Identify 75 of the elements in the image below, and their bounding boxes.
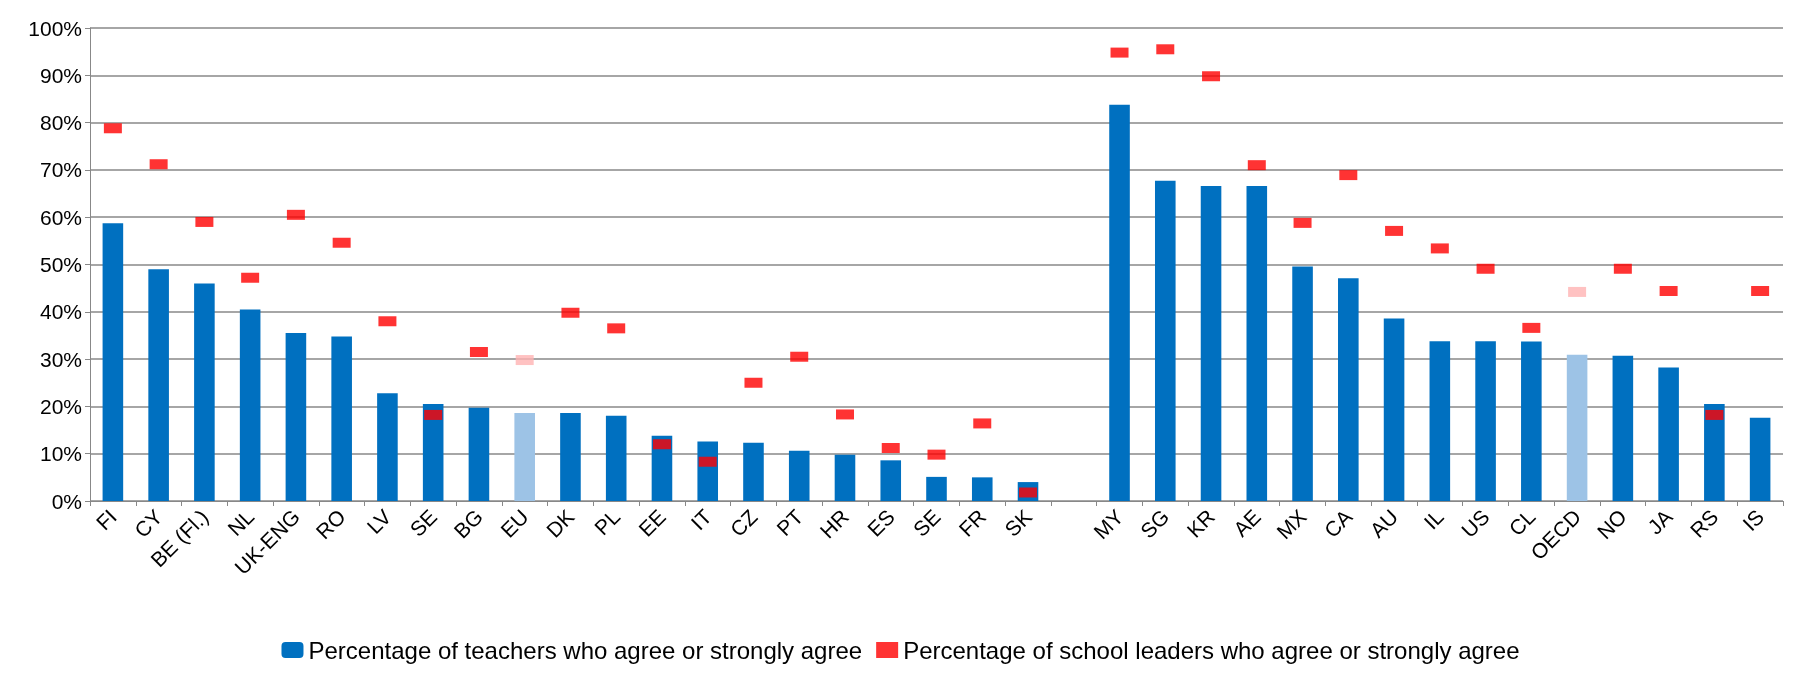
x-tick-label: MX [1272,504,1311,544]
x-tick-label: FR [954,504,991,541]
bar [377,393,398,501]
bar [194,283,215,501]
x-tick-label: AU [1365,504,1403,542]
bar [1383,318,1405,501]
y-tick-label: 10% [39,442,82,466]
bar [1154,180,1176,501]
x-tick-label: MY [1089,504,1128,544]
bar [1475,341,1496,501]
bar [1246,185,1268,501]
bar [971,477,993,501]
x-tick-label: US [1456,504,1494,542]
x-tick-label: NO [1592,504,1631,544]
y-tick-label: 90% [39,63,82,87]
x-tick-label: SE [908,504,945,541]
x-tick-label: EE [634,504,671,541]
x-tick-label: SG [1135,504,1174,543]
bar [880,460,902,501]
x-tick-label: RS [1685,504,1723,542]
bar [1338,278,1359,501]
legend-label: Percentage of teachers who agree or strongly agree [308,636,863,664]
y-tick-label: 50% [39,253,82,276]
x-tick-label: DK [541,504,579,542]
x-tick-label: IS [1737,504,1769,536]
x-tick-label: RO [311,504,350,544]
bar [560,413,581,501]
bar [1566,354,1588,501]
y-tick-label: 60% [39,205,82,229]
bar [468,407,490,501]
y-tick-label: 30% [39,347,82,371]
bar [102,223,124,501]
bar [605,415,627,501]
legend-label: Percentage of school leaders who agree or strongly agree [903,636,1520,664]
y-tick-label: 20% [39,394,82,418]
bar [788,450,810,501]
x-tick-label: EU [495,504,533,542]
bar [514,413,535,501]
bar [148,269,169,501]
bar [743,442,764,501]
bar [1292,266,1313,501]
x-tick-label: HR [815,504,854,543]
x-tick-label: PL [589,504,625,540]
bar [1521,341,1542,501]
y-tick-label: 80% [39,111,82,135]
bar [331,336,352,501]
bar [1429,341,1451,501]
bar [285,333,307,501]
y-tick-label: 100% [28,16,82,40]
bar [1658,367,1679,501]
x-tick-label: CY [129,504,167,542]
x-tick-label: IL [1419,504,1448,534]
bar [834,454,856,501]
x-tick-label: CZ [725,504,762,541]
y-tick-label: 40% [39,300,82,324]
x-tick-label: CA [1319,504,1357,542]
bar [1749,417,1771,501]
x-tick-label: JA [1643,504,1677,539]
x-tick-label: SK [1000,504,1037,541]
bar [926,476,947,501]
bar [1200,185,1222,501]
x-tick-label: AE [1228,504,1265,541]
x-tick-label: FI [91,504,122,535]
x-tick-label: KR [1182,504,1220,542]
x-tick-label: BG [449,504,488,543]
x-tick-label: IT [686,504,716,535]
x-tick-label: LV [362,504,396,539]
x-tick-label: PT [772,504,808,541]
bar [1612,355,1634,501]
x-tick-label: SE [405,504,442,541]
bar [239,309,261,501]
bar [1109,104,1130,501]
y-tick-label: 0% [51,489,82,513]
y-tick-label: 70% [39,158,82,182]
x-tick-label: ES [862,504,899,541]
